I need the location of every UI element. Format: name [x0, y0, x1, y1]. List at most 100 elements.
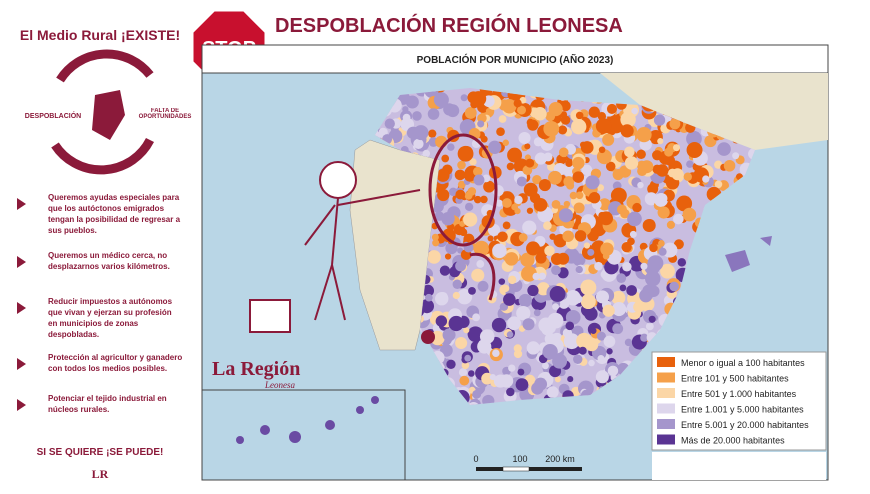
municipality: [472, 389, 482, 399]
marker: [421, 330, 435, 344]
municipality: [513, 349, 523, 359]
municipality: [633, 301, 645, 313]
municipality: [660, 263, 675, 279]
municipality: [658, 240, 665, 247]
municipality: [504, 252, 519, 266]
municipality: [558, 208, 573, 223]
municipality: [483, 180, 495, 193]
municipality: [405, 95, 419, 109]
scale-label: 200 km: [545, 454, 575, 464]
municipality: [652, 164, 662, 174]
municipality: [605, 161, 616, 172]
municipality: [552, 303, 559, 311]
legend-label: Entre 501 y 1.000 habitantes: [681, 389, 797, 399]
municipality: [658, 247, 667, 256]
municipality: [597, 355, 605, 363]
municipality: [526, 241, 541, 256]
municipality: [636, 160, 647, 171]
municipality: [607, 365, 619, 377]
municipality: [534, 377, 548, 391]
municipality: [612, 323, 624, 335]
municipality: [535, 252, 547, 264]
municipality: [640, 262, 648, 270]
municipality: [572, 171, 585, 183]
region-shape: [92, 90, 125, 140]
municipality: [579, 141, 587, 148]
municipality: [469, 158, 477, 166]
municipality: [422, 149, 431, 158]
municipality: [608, 117, 624, 134]
municipality: [439, 265, 451, 276]
municipality: [496, 127, 505, 137]
bullet-icon: [17, 256, 26, 268]
logo: LR: [92, 467, 109, 481]
municipality: [567, 376, 574, 383]
municipality: [595, 118, 612, 134]
municipality: [662, 242, 678, 258]
municipality: [524, 143, 531, 150]
legend-label: Menor o igual a 100 habitantes: [681, 358, 805, 368]
figure: [304, 161, 421, 321]
legend-label: Entre 101 y 500 habitantes: [681, 374, 789, 384]
legend-swatch: [657, 388, 675, 398]
bullet-text: Queremos ayudas especiales para que los …: [48, 193, 181, 235]
municipality: [506, 331, 514, 338]
municipality: [717, 142, 731, 156]
municipality: [732, 152, 740, 160]
canary-inset: [201, 389, 406, 481]
municipality: [573, 202, 585, 214]
municipality: [526, 341, 540, 355]
municipality: [517, 368, 525, 376]
municipality: [581, 164, 593, 176]
municipality: [485, 107, 493, 115]
municipality: [457, 160, 466, 170]
municipality: [596, 331, 606, 341]
municipality: [626, 285, 637, 296]
footer: SI SE QUIERE ¡SE PUEDE!: [37, 447, 164, 458]
municipality: [471, 268, 485, 282]
municipality: [575, 111, 584, 120]
municipality: [583, 242, 591, 249]
municipality: [606, 348, 613, 355]
municipality: [560, 111, 568, 118]
bullet-box: Reducir impuestos a autónomos que vivan …: [48, 297, 172, 339]
municipality: [448, 315, 464, 332]
municipality: [569, 191, 578, 200]
municipality: [452, 291, 460, 300]
municipality: [588, 106, 600, 118]
municipality: [427, 250, 441, 264]
municipality: [456, 288, 473, 305]
legend-label: Más de 20.000 habitantes: [681, 436, 785, 446]
municipality: [473, 174, 485, 186]
municipality: [552, 353, 568, 369]
municipality: [526, 207, 534, 214]
municipality: [464, 202, 474, 212]
heading: El Medio Rural ¡EXISTE!: [20, 27, 180, 43]
municipality: [562, 230, 574, 242]
bullet-text: Potenciar el tejido industrial en núcleo…: [48, 394, 167, 414]
municipality: [714, 180, 723, 189]
municipality: [498, 115, 507, 123]
municipality: [602, 133, 615, 146]
municipality: [502, 139, 510, 147]
municipality: [522, 318, 535, 331]
municipality: [437, 292, 448, 303]
municipality: [460, 94, 468, 102]
municipality: [525, 158, 535, 168]
municipality: [603, 335, 616, 348]
municipality: [595, 370, 609, 384]
municipality: [631, 107, 638, 115]
municipality: [620, 111, 636, 128]
municipality: [431, 233, 439, 241]
municipality: [461, 361, 470, 370]
municipality: [457, 180, 466, 189]
municipality: [384, 118, 395, 129]
municipality: [666, 220, 675, 229]
bullet-icon: [17, 399, 26, 411]
municipality: [637, 181, 644, 189]
municipality: [532, 272, 540, 281]
municipality: [645, 322, 654, 331]
cycle-label-text: FALTA DE OPORTUNIDADES: [138, 108, 192, 120]
municipality: [548, 170, 562, 185]
